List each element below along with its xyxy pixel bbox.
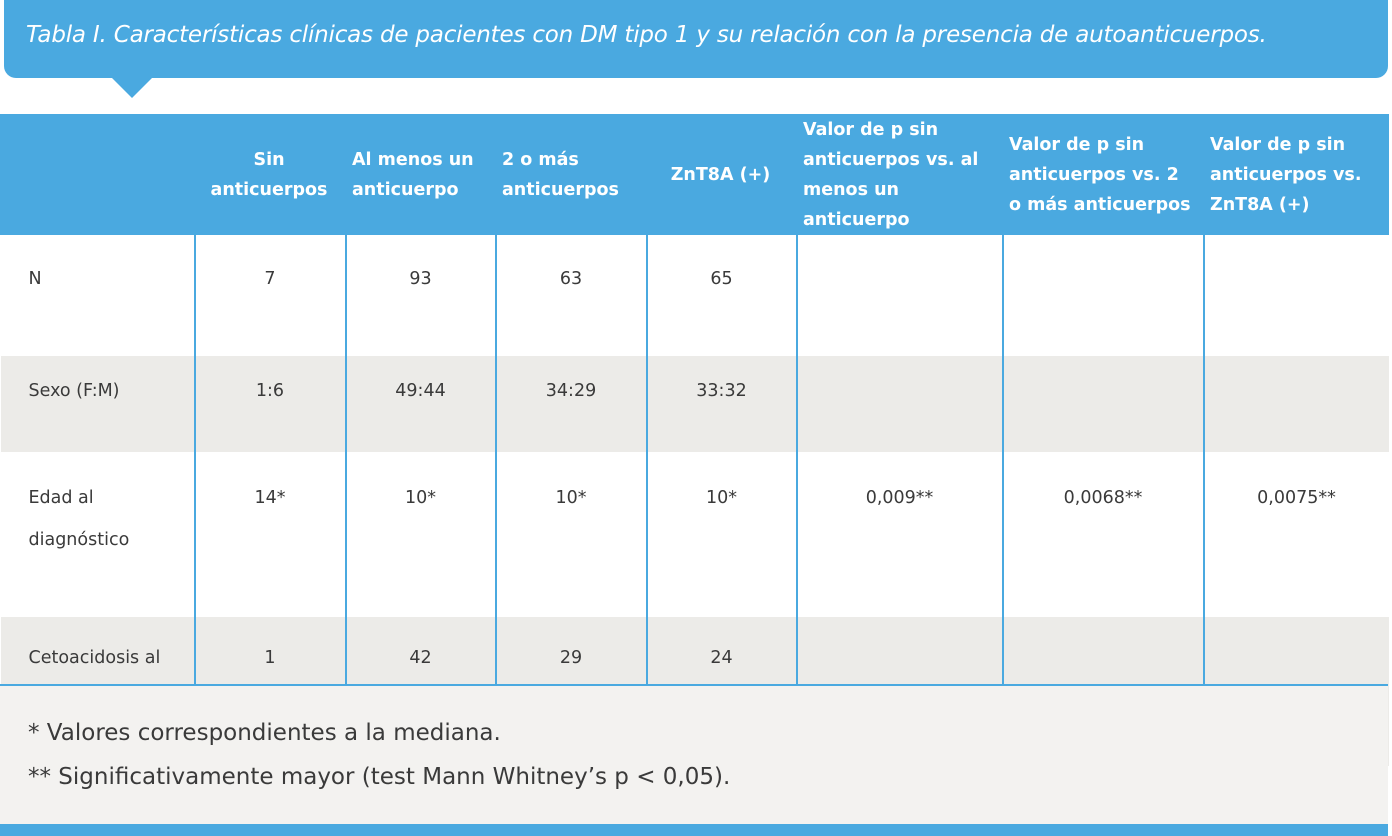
- table-row: Sexo (F:M) 1:6 49:44 34:29 33:32: [0, 356, 1389, 452]
- header-p-vs-2-o-mas: Valor de p sin anticuerpos vs. 2 o más a…: [1002, 114, 1204, 235]
- header-cell-blank: [0, 114, 195, 235]
- table-cell: 33:32: [645, 356, 797, 452]
- header-p-vs-al-menos-uno: Valor de p sin anticuerpos vs. al menos …: [796, 114, 1003, 235]
- table-title: Tabla I. Características clínicas de pac…: [26, 22, 1267, 48]
- data-table: Sin anticuerpos Al menos un anticuerpo 2…: [0, 114, 1389, 766]
- table-cell: 34:29: [494, 356, 647, 452]
- table-cell: [1001, 235, 1204, 356]
- table-title-banner: Tabla I. Características clínicas de pac…: [4, 0, 1388, 78]
- header-sin-anticuerpos: Sin anticuerpos: [194, 114, 346, 235]
- table-cell: 0,009**: [795, 452, 1003, 617]
- table-cell: 10*: [645, 452, 797, 617]
- table-cell: 63: [494, 235, 647, 356]
- table-cell: 10*: [494, 452, 647, 617]
- row-label-sexo: Sexo (F:M): [0, 356, 195, 452]
- table-cell: 7: [193, 235, 346, 356]
- header-p-vs-znt8a: Valor de p sin anticuerpos vs. ZnT8A (+): [1203, 114, 1389, 235]
- footnotes: * Valores correspondientes a la mediana.…: [0, 684, 1388, 826]
- table-cell: [795, 235, 1003, 356]
- table-cell: [1202, 356, 1389, 452]
- header-al-menos-un-anticuerpo: Al menos un anticuerpo: [345, 114, 496, 235]
- footnote-median: * Valores correspondientes a la mediana.: [28, 720, 501, 746]
- table-cell: 0,0068**: [1001, 452, 1204, 617]
- footnote-significance: ** Significativamente mayor (test Mann W…: [28, 764, 731, 790]
- row-label-edad: Edad al diagnóstico: [0, 452, 195, 617]
- table-cell: 65: [645, 235, 797, 356]
- header-row: Sin anticuerpos Al menos un anticuerpo 2…: [0, 114, 1389, 235]
- table-cell: 10*: [344, 452, 496, 617]
- bottom-accent-bar: [0, 824, 1388, 836]
- table-cell: 49:44: [344, 356, 496, 452]
- header-2-o-mas-anticuerpos: 2 o más anticuerpos: [495, 114, 647, 235]
- table-row: N 7 93 63 65: [0, 235, 1389, 356]
- table-row: Edad al diagnóstico 14* 10* 10* 10* 0,00…: [0, 452, 1389, 617]
- table-cell: [1001, 356, 1204, 452]
- row-label-n: N: [0, 235, 195, 356]
- table-cell: [795, 356, 1003, 452]
- title-pointer-arrow: [112, 78, 152, 98]
- table-cell: 1:6: [193, 356, 346, 452]
- table-cell: 93: [344, 235, 496, 356]
- header-znt8a: ZnT8A (+): [646, 114, 797, 235]
- table-cell: [1202, 235, 1389, 356]
- table-cell: 14*: [193, 452, 346, 617]
- table-cell: 0,0075**: [1202, 452, 1389, 617]
